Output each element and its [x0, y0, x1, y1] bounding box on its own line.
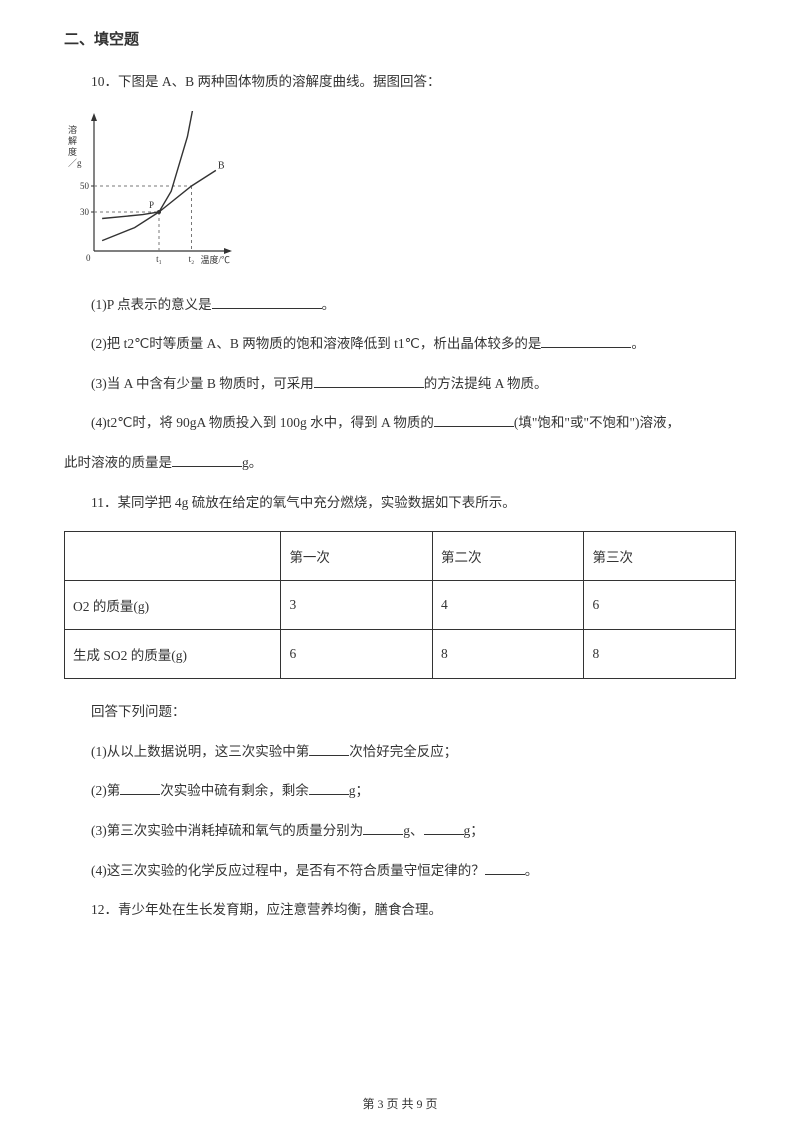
q10-p4-d: g。 — [242, 455, 262, 470]
q10-p2-b: 。 — [631, 336, 645, 351]
q10-p1-b: 。 — [322, 297, 336, 312]
q11-p3-b: g、 — [403, 823, 423, 838]
blank[interactable] — [434, 414, 514, 428]
blank[interactable] — [485, 861, 525, 875]
q10-p3-b: 的方法提纯 A 物质。 — [424, 376, 548, 391]
svg-text:解: 解 — [68, 135, 77, 146]
table-cell: 6 — [281, 630, 433, 679]
svg-text:t₂: t₂ — [189, 254, 195, 264]
q10-p3-a: (3)当 A 中含有少量 B 物质时，可采用 — [91, 376, 314, 391]
table-row: 生成 SO2 的质量(g) 6 8 8 — [65, 630, 736, 679]
table-row: 第一次 第二次 第三次 — [65, 532, 736, 581]
q10-p4-line2: 此时溶液的质量是 g。 — [64, 452, 736, 474]
blank[interactable] — [309, 742, 349, 756]
blank[interactable] — [314, 374, 424, 388]
table-cell: 4 — [432, 581, 584, 630]
q11-p2-a: (2)第 — [91, 783, 120, 798]
q10-p1-a: (1)P 点表示的意义是 — [91, 297, 212, 312]
q11-p3-a: (3)第三次实验中消耗掉硫和氧气的质量分别为 — [91, 823, 363, 838]
blank[interactable] — [424, 821, 464, 835]
svg-text:B: B — [218, 160, 225, 171]
table-cell: 第一次 — [281, 532, 433, 581]
svg-text:／g: ／g — [68, 158, 82, 168]
table-cell: 8 — [432, 630, 584, 679]
q11-p4: (4)这三次实验的化学反应过程中，是否有不符合质量守恒定律的？ 。 — [64, 860, 736, 882]
q10-p2: (2)把 t2℃时等质量 A、B 两物质的饱和溶液降低到 t1℃，析出晶体较多的… — [64, 333, 736, 355]
q11-p2-c: g； — [349, 783, 369, 798]
svg-text:50: 50 — [80, 181, 90, 191]
q11-p2: (2)第 次实验中硫有剩余，剩余 g； — [64, 780, 736, 802]
q10-p3: (3)当 A 中含有少量 B 物质时，可采用 的方法提纯 A 物质。 — [64, 373, 736, 395]
svg-text:30: 30 — [80, 207, 90, 217]
svg-text:温度/℃: 温度/℃ — [200, 254, 230, 265]
q11-p2-b: 次实验中硫有剩余，剩余 — [160, 783, 309, 798]
table-cell — [65, 532, 281, 581]
table-cell: 3 — [281, 581, 433, 630]
q10-p2-a: (2)把 t2℃时等质量 A、B 两物质的饱和溶液降低到 t1℃，析出晶体较多的… — [91, 336, 541, 351]
q11-p4-a: (4)这三次实验的化学反应过程中，是否有不符合质量守恒定律的？ — [91, 863, 485, 878]
q11-p4-b: 。 — [525, 863, 539, 878]
q11-intro: 11．某同学把 4g 硫放在给定的氧气中充分燃烧，实验数据如下表所示。 — [64, 492, 736, 514]
q10-intro: 10．下图是 A、B 两种固体物质的溶解度曲线。据图回答： — [64, 71, 736, 93]
table-cell: 第三次 — [584, 532, 736, 581]
table-cell: 第二次 — [432, 532, 584, 581]
q11-p1-a: (1)从以上数据说明，这三次实验中第 — [91, 744, 309, 759]
q10-p4-a: (4)t2℃时，将 90gA 物质投入到 100g 水中，得到 A 物质的 — [91, 415, 434, 430]
q10-p1: (1)P 点表示的意义是 。 — [64, 294, 736, 316]
blank[interactable] — [212, 295, 322, 309]
q10-p4-c: 此时溶液的质量是 — [64, 455, 172, 470]
blank[interactable] — [363, 821, 403, 835]
q10-p4-b: (填"饱和"或"不饱和")溶液， — [514, 415, 680, 430]
q11-p3: (3)第三次实验中消耗掉硫和氧气的质量分别为 g、 g； — [64, 820, 736, 842]
table-row: O2 的质量(g) 3 4 6 — [65, 581, 736, 630]
table-cell: 生成 SO2 的质量(g) — [65, 630, 281, 679]
q12: 12．青少年处在生长发育期，应注意营养均衡，膳食合理。 — [64, 899, 736, 921]
table-cell: 8 — [584, 630, 736, 679]
svg-text:P: P — [149, 200, 154, 210]
section-title: 二、填空题 — [64, 28, 736, 49]
svg-text:度: 度 — [68, 146, 77, 157]
solubility-chart: 溶解度／g30500温度/℃ABPt₁t₂ — [64, 111, 736, 276]
q11-p3-c: g； — [464, 823, 484, 838]
table-cell: 6 — [584, 581, 736, 630]
svg-text:0: 0 — [86, 253, 91, 263]
q10-p4-line1: (4)t2℃时，将 90gA 物质投入到 100g 水中，得到 A 物质的 (填"… — [64, 412, 736, 434]
svg-text:t₁: t₁ — [156, 254, 162, 264]
page-footer: 第 3 页 共 9 页 — [0, 1095, 800, 1112]
q11-answer-heading: 回答下列问题： — [64, 701, 736, 723]
q11-p1: (1)从以上数据说明，这三次实验中第 次恰好完全反应； — [64, 741, 736, 763]
blank[interactable] — [309, 782, 349, 796]
q11-p1-b: 次恰好完全反应； — [349, 744, 457, 759]
q11-table: 第一次 第二次 第三次 O2 的质量(g) 3 4 6 生成 SO2 的质量(g… — [64, 531, 736, 679]
blank[interactable] — [120, 782, 160, 796]
svg-text:溶: 溶 — [68, 124, 77, 135]
table-cell: O2 的质量(g) — [65, 581, 281, 630]
blank[interactable] — [172, 453, 242, 467]
blank[interactable] — [541, 335, 631, 349]
